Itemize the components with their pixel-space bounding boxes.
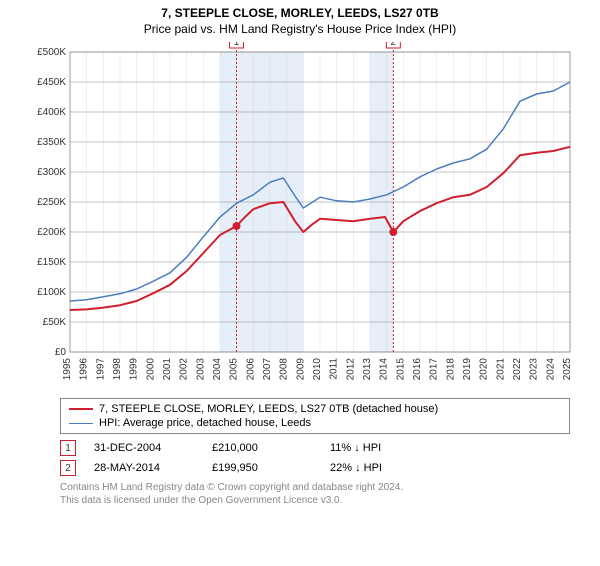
svg-text:2014: 2014: [379, 358, 390, 381]
svg-text:2012: 2012: [345, 358, 356, 381]
svg-text:£50K: £50K: [43, 317, 67, 328]
event-row: 2 28-MAY-2014 £199,950 22% ↓ HPI: [60, 458, 570, 478]
svg-text:2013: 2013: [362, 358, 373, 381]
legend-swatch: [69, 408, 93, 410]
legend-swatch: [69, 423, 93, 424]
svg-text:2003: 2003: [195, 358, 206, 381]
svg-text:2008: 2008: [279, 358, 290, 381]
svg-text:2020: 2020: [479, 358, 490, 381]
event-price: £210,000: [212, 442, 312, 454]
svg-text:£400K: £400K: [37, 107, 66, 118]
svg-text:2009: 2009: [295, 358, 306, 381]
svg-text:£200K: £200K: [37, 227, 66, 238]
svg-text:£250K: £250K: [37, 197, 66, 208]
svg-text:2006: 2006: [245, 358, 256, 381]
svg-text:2021: 2021: [495, 358, 506, 381]
svg-text:2011: 2011: [329, 358, 340, 380]
legend-item: HPI: Average price, detached house, Leed…: [69, 416, 561, 430]
chart-title: 7, STEEPLE CLOSE, MORLEY, LEEDS, LS27 0T…: [10, 6, 590, 20]
svg-text:2018: 2018: [445, 358, 456, 381]
event-price: £199,950: [212, 462, 312, 474]
svg-text:£150K: £150K: [37, 257, 66, 268]
svg-text:£450K: £450K: [37, 77, 66, 88]
svg-text:1999: 1999: [129, 358, 140, 381]
svg-text:2019: 2019: [462, 358, 473, 381]
svg-text:1: 1: [234, 42, 240, 48]
footnote-licence: This data is licensed under the Open Gov…: [60, 495, 570, 506]
svg-text:2024: 2024: [545, 358, 556, 381]
price-chart: £0 £50K £100K £150K £200K £250K £300K £350K £400…: [20, 42, 580, 392]
svg-text:1998: 1998: [112, 358, 123, 381]
event-date: 31-DEC-2004: [94, 442, 194, 454]
event-delta: 11% ↓ HPI: [330, 442, 430, 454]
svg-text:2015: 2015: [395, 358, 406, 381]
svg-text:2025: 2025: [562, 358, 573, 381]
svg-text:2001: 2001: [162, 358, 173, 381]
svg-text:£300K: £300K: [37, 167, 66, 178]
svg-text:2005: 2005: [229, 358, 240, 381]
svg-text:2010: 2010: [312, 358, 323, 381]
svg-text:£100K: £100K: [37, 287, 66, 298]
svg-text:2023: 2023: [529, 358, 540, 381]
event-marker: 2: [60, 460, 76, 476]
legend: 7, STEEPLE CLOSE, MORLEY, LEEDS, LS27 0T…: [60, 398, 570, 434]
svg-text:1995: 1995: [62, 358, 73, 381]
svg-text:£350K: £350K: [37, 137, 66, 148]
event-list: 1 31-DEC-2004 £210,000 11% ↓ HPI 2 28-MAY-201…: [60, 438, 570, 478]
svg-text:£500K: £500K: [37, 47, 66, 58]
svg-text:2000: 2000: [145, 358, 156, 381]
legend-item: 7, STEEPLE CLOSE, MORLEY, LEEDS, LS27 0T…: [69, 402, 561, 416]
svg-text:1996: 1996: [79, 358, 90, 381]
svg-text:2002: 2002: [179, 358, 190, 381]
svg-text:1997: 1997: [95, 358, 106, 381]
event-delta: 22% ↓ HPI: [330, 462, 430, 474]
svg-text:2016: 2016: [412, 358, 423, 381]
svg-text:2007: 2007: [262, 358, 273, 381]
legend-label: HPI: Average price, detached house, Leed…: [99, 417, 311, 429]
svg-text:2017: 2017: [429, 358, 440, 381]
svg-text:2: 2: [391, 42, 397, 48]
legend-label: 7, STEEPLE CLOSE, MORLEY, LEEDS, LS27 0T…: [99, 403, 438, 415]
svg-text:2004: 2004: [212, 358, 223, 381]
event-marker: 1: [60, 440, 76, 456]
chart-subtitle: Price paid vs. HM Land Registry's House …: [10, 22, 590, 36]
svg-text:£0: £0: [55, 347, 67, 358]
footnote-copyright: Contains HM Land Registry data © Crown c…: [60, 482, 570, 493]
event-date: 28-MAY-2014: [94, 462, 194, 474]
event-row: 1 31-DEC-2004 £210,000 11% ↓ HPI: [60, 438, 570, 458]
svg-text:2022: 2022: [512, 358, 523, 381]
